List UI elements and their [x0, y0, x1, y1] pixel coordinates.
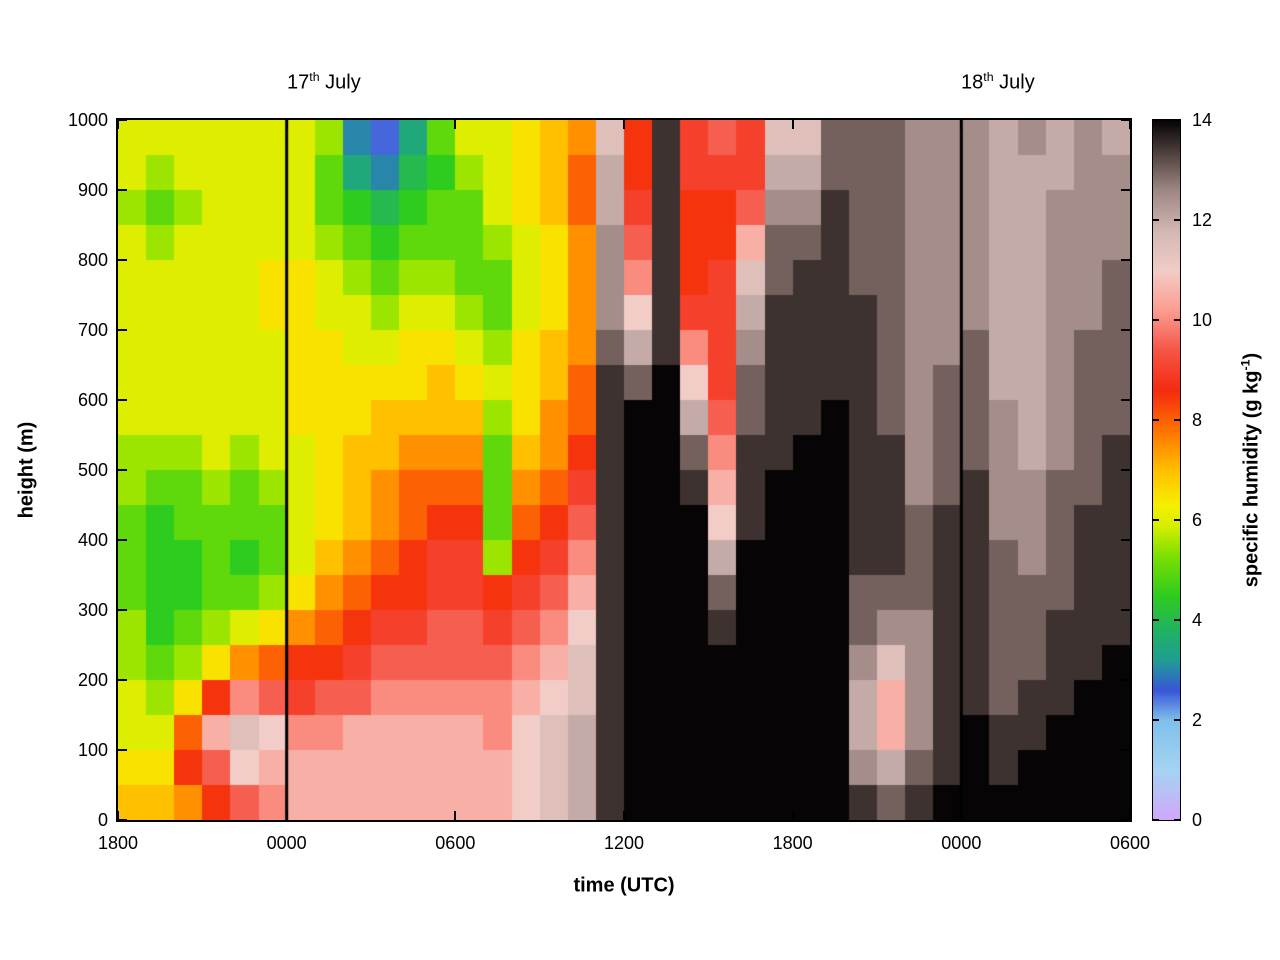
y-tick-mark-right: [1121, 679, 1130, 681]
colorbar-tick-mark-right: [1174, 119, 1180, 121]
day-label-month: July: [993, 71, 1035, 94]
colorbar-tick-mark-right: [1174, 419, 1180, 421]
day-label-ordinal: th: [309, 70, 320, 84]
plot-area: [116, 118, 1132, 822]
x-tick-mark-bottom: [623, 811, 625, 820]
x-tick-label: 0600: [435, 833, 476, 853]
y-tick-mark-right: [1121, 399, 1130, 401]
y-tick-label: 700: [77, 320, 108, 340]
x-tick-label: 1800: [97, 833, 139, 853]
x-tick-mark-top: [623, 120, 625, 129]
y-tick-mark-left: [118, 679, 127, 681]
day-label-day: 17: [287, 71, 310, 94]
x-tick-mark-bottom: [960, 811, 963, 820]
x-axis-label: time (UTC): [573, 874, 675, 897]
colorbar-tick-label: 0: [1192, 810, 1203, 830]
x-tick-mark-bottom: [117, 811, 119, 820]
y-tick-label: 300: [77, 600, 108, 620]
y-tick-label: 900: [77, 180, 108, 200]
colorbar-tick-mark-right: [1174, 219, 1180, 221]
colorbar-label-post: ): [1240, 352, 1263, 360]
y-tick-label: 500: [77, 460, 108, 480]
y-tick-mark-left: [118, 609, 127, 611]
y-tick-mark-left: [118, 539, 127, 541]
colorbar-label-sup: -1: [1238, 359, 1253, 371]
x-tick-mark-bottom: [285, 811, 288, 820]
colorbar-tick-mark-left: [1153, 719, 1159, 721]
colorbar-tick-mark-left: [1153, 119, 1159, 121]
colorbar-tick-mark-right: [1174, 719, 1180, 721]
y-tick-mark-left: [118, 469, 127, 471]
y-tick-mark-right: [1121, 539, 1130, 541]
colorbar-tick-label: 4: [1192, 610, 1203, 630]
colorbar-tick-mark-left: [1153, 619, 1159, 621]
y-tick-label: 100: [77, 740, 108, 760]
x-tick-mark-top: [1129, 120, 1131, 129]
y-tick-mark-right: [1121, 819, 1130, 821]
colorbar-tick-mark-left: [1153, 319, 1159, 321]
y-tick-mark-left: [118, 819, 127, 821]
colorbar-tick-label: 10: [1192, 310, 1213, 330]
colorbar-tick-mark-left: [1153, 519, 1159, 521]
x-tick-mark-bottom: [454, 811, 457, 820]
y-tick-mark-right: [1121, 469, 1130, 471]
x-tick-label: 1200: [603, 833, 645, 853]
colorbar-tick-mark-left: [1153, 219, 1159, 221]
y-tick-mark-right: [1121, 329, 1130, 331]
colorbar-tick-mark-right: [1174, 819, 1180, 821]
y-tick-label: 400: [77, 530, 108, 550]
x-tick-label: 0000: [941, 833, 982, 853]
colorbar-tick-label: 14: [1192, 110, 1213, 130]
y-tick-mark-right: [1121, 119, 1130, 121]
x-tick-mark-top: [285, 120, 288, 129]
colorbar-gradient-canvas: [1153, 120, 1180, 820]
y-tick-label: 800: [77, 250, 108, 270]
day-label-month: July: [319, 71, 361, 94]
y-tick-label: 1000: [67, 110, 108, 130]
day-label-ordinal: th: [983, 70, 994, 84]
colorbar-tick-mark-left: [1153, 419, 1159, 421]
y-tick-mark-left: [118, 329, 127, 331]
x-tick-mark-top: [117, 120, 119, 129]
colorbar-tick-label: 8: [1192, 410, 1203, 430]
y-tick-mark-right: [1121, 749, 1130, 751]
colorbar: [1152, 119, 1181, 821]
y-axis-label: height (m): [15, 421, 38, 519]
y-tick-mark-left: [118, 119, 127, 121]
heatmap-canvas: [118, 120, 1130, 820]
y-tick-mark-right: [1121, 609, 1130, 611]
y-tick-mark-right: [1121, 189, 1130, 191]
day-label-day: 18: [961, 71, 984, 94]
x-tick-label: 0000: [266, 833, 307, 853]
colorbar-tick-label: 2: [1192, 710, 1203, 730]
y-tick-mark-left: [118, 259, 127, 261]
y-tick-mark-left: [118, 189, 127, 191]
y-tick-label: 600: [77, 390, 108, 410]
y-tick-label: 200: [77, 670, 108, 690]
colorbar-tick-mark-right: [1174, 619, 1180, 621]
x-tick-mark-bottom: [1129, 811, 1131, 820]
y-tick-mark-left: [118, 399, 127, 401]
colorbar-tick-label: 12: [1192, 210, 1213, 230]
y-tick-mark-right: [1121, 259, 1130, 261]
day-label-18-july: 18th July: [961, 70, 1035, 95]
colorbar-tick-label: 6: [1192, 510, 1203, 530]
colorbar-label-pre: specific humidity (g kg: [1240, 370, 1263, 588]
colorbar-tick-mark-right: [1174, 519, 1180, 521]
y-tick-mark-left: [118, 749, 127, 751]
x-tick-mark-top: [454, 120, 457, 129]
colorbar-tick-mark-right: [1174, 319, 1180, 321]
x-tick-mark-top: [791, 120, 794, 129]
colorbar-tick-mark-left: [1153, 819, 1159, 821]
y-tick-label: 0: [97, 810, 108, 830]
x-tick-mark-bottom: [791, 811, 794, 820]
x-tick-label: 0600: [1109, 833, 1151, 853]
x-tick-label: 1800: [772, 833, 813, 853]
colorbar-label: specific humidity (g kg-1): [1239, 353, 1264, 587]
day-label-17-july: 17th July: [287, 70, 361, 95]
x-tick-mark-top: [960, 120, 963, 129]
